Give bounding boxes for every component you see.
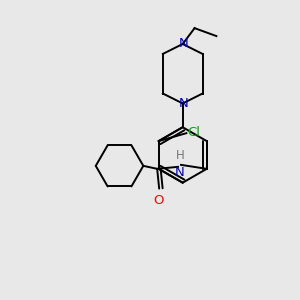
Text: N: N: [175, 166, 185, 179]
Text: N: N: [179, 97, 189, 110]
Text: O: O: [153, 194, 164, 207]
Text: N: N: [179, 38, 189, 50]
Text: Cl: Cl: [188, 126, 200, 139]
Text: H: H: [176, 149, 184, 162]
